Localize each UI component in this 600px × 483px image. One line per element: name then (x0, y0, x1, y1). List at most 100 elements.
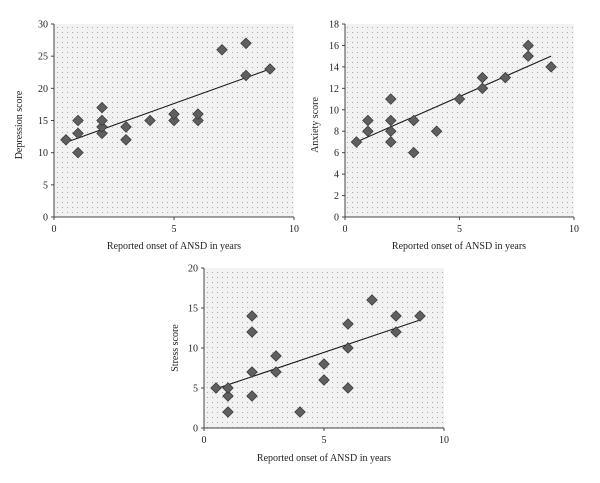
anxiety-y-tick-label: 16 (329, 41, 339, 52)
anxiety-y-tick-label: 4 (334, 170, 339, 181)
stress-data-point (222, 382, 234, 394)
stress-data-point (342, 382, 354, 394)
stress-data-point (318, 374, 330, 386)
anxiety-data-point (430, 125, 443, 137)
depression-y-tick-label: 30 (38, 20, 48, 31)
depression-data-point (72, 127, 84, 140)
anxiety-y-axis-label: Anxiety score (310, 97, 321, 153)
stress-data-point (414, 310, 426, 322)
stress-trendline (215, 319, 421, 390)
stress-data-point (390, 310, 402, 322)
stress-data-point (246, 310, 258, 322)
stress-x-tick-label: 5 (322, 435, 327, 446)
depression-data-point (96, 114, 108, 127)
stress-data-point (246, 366, 258, 378)
anxiety-data-point (385, 125, 397, 137)
depression-y-tick-label: 20 (38, 84, 48, 95)
depression-data-point (72, 114, 84, 127)
depression-data-point (240, 37, 252, 50)
depression-y-tick-label: 25 (38, 52, 48, 63)
depression-x-tick-label: 10 (289, 224, 299, 235)
stress-y-tick-label: 5 (193, 384, 198, 395)
stress-x-axis-label: Reported onset of ANSD in years (257, 453, 391, 464)
anxiety-y-tick-label: 12 (329, 84, 339, 95)
depression-data-point (72, 146, 84, 159)
depression-y-tick-label: 0 (43, 213, 48, 224)
anxiety-y-tick-label: 6 (334, 148, 339, 159)
stress-plot-area (204, 268, 444, 428)
anxiety-x-axis-label: Reported onset of ANSD in years (392, 241, 526, 252)
stress-data-point (270, 350, 282, 362)
stress-data-point (342, 342, 354, 354)
stress-data-point (318, 358, 330, 370)
stress-data-point (210, 382, 222, 394)
stress-x-tick-label: 10 (439, 435, 449, 446)
depression-data-point (264, 63, 276, 75)
stress-data-point (270, 366, 282, 378)
depression-y-tick-label: 10 (38, 148, 48, 159)
depression-data-point (144, 114, 156, 127)
stress-x-tick-label: 0 (202, 435, 207, 446)
depression-x-tick-label: 5 (172, 224, 177, 235)
depression-data-point (96, 121, 108, 133)
stress-data-point (246, 390, 258, 402)
anxiety-chart: Reported onset of ANSD in years Anxiety … (310, 20, 579, 253)
depression-data-point (192, 108, 204, 120)
stress-data-point (294, 406, 306, 418)
anxiety-data-point (545, 61, 557, 73)
anxiety-data-point (385, 136, 397, 148)
anxiety-y-tick-label: 2 (334, 191, 339, 202)
anxiety-data-point (407, 114, 420, 127)
stress-data-point (246, 326, 258, 338)
anxiety-y-tick-label: 0 (334, 213, 339, 224)
depression-data-point (96, 101, 108, 114)
stress-y-axis-label: Stress score (170, 324, 181, 372)
depression-data-point (168, 108, 180, 120)
anxiety-y-tick-label: 18 (329, 20, 339, 31)
anxiety-data-point (522, 50, 534, 62)
depression-data-point (192, 114, 204, 127)
stress-y-tick-label: 10 (188, 344, 198, 355)
stress-y-tick-label: 0 (193, 424, 198, 435)
stress-data-point (222, 406, 234, 418)
depression-data-point (120, 121, 132, 133)
depression-data-point (240, 69, 252, 82)
anxiety-data-point (499, 71, 512, 84)
stress-y-tick-label: 20 (188, 264, 198, 275)
depression-x-axis-label: Reported onset of ANSD in years (107, 241, 241, 252)
anxiety-plot-area (345, 24, 574, 217)
depression-data-point (60, 134, 72, 146)
anxiety-y-tick-label: 8 (334, 127, 339, 138)
depression-y-tick-label: 5 (43, 180, 48, 191)
anxiety-data-point (350, 136, 363, 148)
depression-data-point (168, 114, 180, 127)
depression-data-point (96, 127, 108, 140)
anxiety-x-tick-label: 5 (457, 224, 462, 235)
anxiety-data-point (385, 114, 397, 127)
stress-data-point (222, 390, 234, 402)
anxiety-data-point (385, 93, 397, 105)
anxiety-data-point (522, 39, 534, 52)
stress-data-point (390, 326, 402, 338)
anxiety-x-tick-label: 10 (569, 224, 579, 235)
anxiety-data-point (362, 114, 374, 127)
anxiety-data-point (476, 71, 489, 84)
stress-y-tick-label: 15 (188, 304, 198, 315)
stress-data-point (366, 294, 378, 306)
stress-chart: Reported onset of ANSD in years Stress s… (170, 264, 449, 465)
anxiety-data-point (453, 93, 466, 105)
anxiety-data-point (476, 82, 489, 95)
anxiety-data-point (407, 146, 420, 159)
anxiety-y-tick-label: 14 (329, 62, 339, 73)
stress-data-point (342, 318, 354, 330)
depression-data-point (120, 134, 132, 146)
anxiety-x-tick-label: 0 (343, 224, 348, 235)
anxiety-y-tick-label: 10 (329, 105, 339, 116)
anxiety-data-point (362, 125, 374, 137)
depression-data-point (216, 43, 228, 56)
depression-y-axis-label: Depression score (14, 90, 25, 159)
depression-chart: Reported onset of ANSD in years Depressi… (14, 20, 299, 253)
depression-y-tick-label: 15 (38, 116, 48, 127)
depression-x-tick-label: 0 (52, 224, 57, 235)
